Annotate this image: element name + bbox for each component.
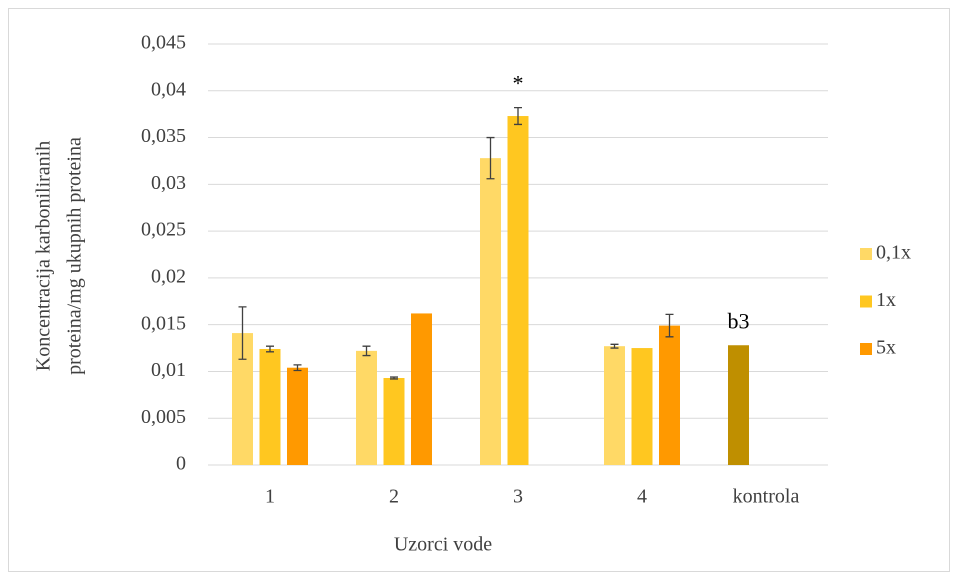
x-tick-label: 4	[637, 486, 647, 508]
y-tick-label: 0,02	[151, 265, 186, 287]
legend-label: 0,1x	[876, 242, 911, 264]
x-tick-label: kontrola	[733, 486, 800, 508]
error-bar	[665, 313, 674, 338]
y-axis-title: proteina/mg ukupnih proteina	[64, 137, 86, 375]
error-bar	[390, 376, 398, 380]
bar	[507, 116, 529, 465]
error-bar	[610, 343, 619, 349]
error-bar	[293, 364, 302, 372]
annotation: b3	[728, 308, 750, 333]
x-tick-label: 1	[265, 486, 275, 508]
error-bar	[238, 306, 247, 360]
bar	[383, 377, 405, 465]
y-axis-title: Koncentracija karboniliranih	[33, 141, 55, 371]
bar	[631, 348, 653, 465]
y-tick-label: 0,03	[151, 172, 186, 194]
bar	[411, 313, 432, 465]
error-bar	[266, 345, 274, 353]
y-tick-label: 0,04	[151, 78, 186, 100]
bar	[287, 367, 308, 465]
chart-border	[8, 8, 950, 572]
y-tick-label: 0,005	[141, 406, 186, 428]
bar	[356, 350, 377, 465]
bar	[728, 345, 749, 465]
error-bar	[362, 345, 371, 357]
x-tick-label: 3	[513, 486, 523, 508]
error-bar	[514, 106, 522, 126]
bar	[259, 348, 281, 465]
legend-label: 1x	[876, 289, 896, 311]
x-tick-label: 2	[389, 486, 399, 508]
bar	[659, 325, 680, 465]
bar	[232, 333, 253, 465]
legend-swatch	[860, 343, 872, 355]
y-tick-label: 0,045	[141, 32, 186, 54]
y-tick-label: 0,01	[151, 359, 186, 381]
legend-swatch	[860, 295, 872, 308]
bar	[604, 346, 625, 465]
legend-label: 5x	[876, 337, 896, 359]
error-bar	[486, 136, 495, 180]
annotation: *	[513, 71, 524, 96]
y-tick-label: 0,025	[141, 219, 186, 241]
y-tick-label: 0,015	[141, 312, 186, 334]
y-tick-label: 0	[176, 453, 186, 475]
bar	[480, 158, 501, 466]
legend-swatch	[860, 248, 872, 260]
x-axis-title: Uzorci vode	[394, 534, 492, 556]
y-tick-label: 0,035	[141, 125, 186, 147]
